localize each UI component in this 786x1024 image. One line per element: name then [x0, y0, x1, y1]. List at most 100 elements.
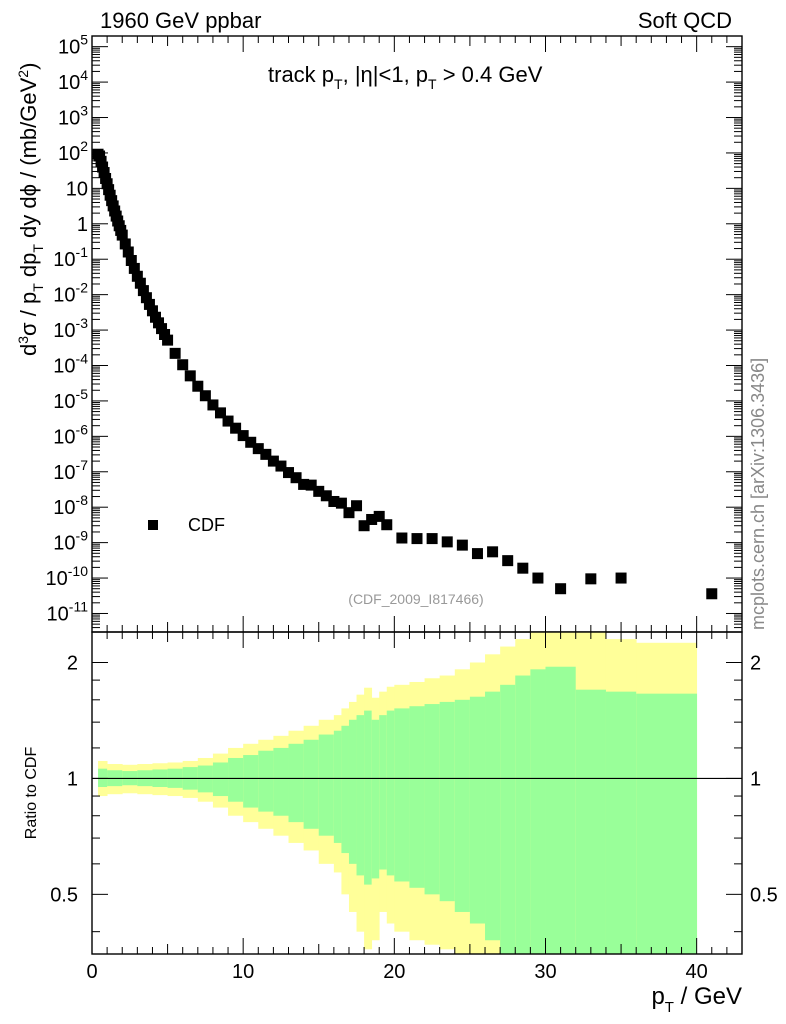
- ratio-inner-band-bin: [386, 710, 395, 876]
- ratio-inner-band-bin: [288, 743, 305, 823]
- data-point: [343, 507, 355, 519]
- data-point: [199, 390, 211, 402]
- ratio-inner-band-bin: [333, 730, 342, 843]
- ratio-inner-band-bin: [409, 706, 425, 888]
- ratio-inner-band-bin: [212, 762, 229, 797]
- data-point: [426, 533, 438, 545]
- ratio-y-tick-label-left: 1: [67, 768, 78, 790]
- main-y-tick-label: 10-7: [53, 457, 88, 484]
- main-y-tick-label: 10-8: [53, 492, 88, 519]
- header-left: 1960 GeV ppbar: [100, 8, 261, 33]
- data-point: [230, 422, 242, 434]
- ratio-y-tick-label-right: 0.5: [750, 884, 778, 906]
- data-point: [267, 455, 279, 467]
- data-point: [131, 270, 143, 282]
- ratio-inner-band-bin: [243, 755, 259, 808]
- data-point: [358, 520, 370, 532]
- data-point: [252, 443, 264, 455]
- data-point: [122, 246, 134, 258]
- ratio-y-tick-label-left: 2: [67, 652, 78, 674]
- data-point: [101, 178, 113, 190]
- ratio-inner-band-bin: [356, 715, 365, 876]
- data-point: [502, 555, 514, 567]
- main-y-tick-label: 10-5: [53, 386, 88, 413]
- data-point: [143, 298, 155, 310]
- ratio-y-tick-label-right: 2: [750, 652, 761, 674]
- x-tick-label: 10: [232, 961, 254, 983]
- main-y-ticks: 10510410310210110-110-210-310-410-510-61…: [46, 32, 742, 633]
- data-point: [177, 359, 189, 371]
- data-point: [335, 497, 347, 509]
- data-point: [351, 500, 363, 512]
- data-point: [103, 184, 115, 196]
- data-point: [381, 519, 393, 531]
- ratio-inner-band-bin: [228, 757, 244, 802]
- main-y-tick-label: 105: [58, 32, 88, 59]
- ratio-panel-frame: [91, 631, 743, 955]
- main-y-tick-label: 10-6: [53, 421, 88, 448]
- ratio-inner-band-bin: [258, 750, 274, 812]
- x-tick-label: 0: [86, 961, 97, 983]
- ratio-inner-band-bin: [318, 734, 335, 836]
- data-point: [184, 370, 196, 382]
- header-right: Soft QCD: [638, 8, 732, 33]
- ratio-y-tick-label-left: 0.5: [50, 884, 78, 906]
- data-point: [125, 255, 137, 267]
- data-point: [116, 229, 128, 241]
- data-point: [555, 583, 567, 595]
- ratio-y-axis-title: Ratio to CDF: [23, 747, 40, 840]
- ratio-inner-band-bin: [424, 704, 441, 895]
- data-point: [156, 323, 168, 335]
- main-y-tick-label: 10-4: [53, 350, 88, 377]
- ratio-y-tick-label-right: 1: [750, 768, 761, 790]
- ratio-inner-band-bin: [605, 691, 637, 954]
- data-point: [706, 588, 718, 600]
- ratio-ticks: 0.5 0.51 12 20 10 20 30 40: [50, 632, 778, 983]
- ratio-inner-band-bin: [545, 666, 577, 954]
- main-y-tick-label: 10-1: [53, 244, 88, 271]
- ratio-inner-band-bin: [454, 699, 471, 912]
- legend-label: CDF: [188, 515, 225, 535]
- data-point: [137, 285, 149, 297]
- data-point: [119, 238, 131, 250]
- data-point: [487, 546, 499, 558]
- data-point: [98, 167, 110, 179]
- data-point: [290, 472, 302, 484]
- data-point: [162, 334, 174, 346]
- data-point: [237, 430, 249, 442]
- ratio-inner-band-bin: [636, 693, 698, 954]
- data-point: [140, 292, 152, 304]
- main-y-tick-label: 10: [66, 178, 88, 200]
- data-point: [275, 460, 287, 472]
- data-point: [134, 277, 146, 289]
- ratio-inner-band-bin: [485, 691, 501, 941]
- data-point: [328, 495, 340, 507]
- ratio-inner-band-bin: [530, 669, 546, 954]
- main-y-tick-label: 102: [58, 138, 88, 165]
- ratio-inner-band-bin: [341, 725, 350, 854]
- ratio-inner-band-bin: [379, 715, 388, 870]
- ratio-inner-band-bin: [439, 701, 456, 902]
- data-point: [149, 311, 161, 323]
- ratio-inner-band-bin: [394, 708, 410, 882]
- main-y-tick-label: 1: [77, 214, 88, 236]
- data-point: [532, 572, 544, 584]
- data-point: [298, 478, 310, 490]
- ratio-inner-band-bin: [273, 747, 289, 816]
- main-y-tick-label: 104: [58, 67, 88, 94]
- ratio-inner-band-bin: [371, 719, 380, 879]
- main-y-tick-label: 103: [58, 103, 88, 130]
- x-axis-title: pT / GeV: [651, 983, 742, 1016]
- main-y-tick-label: 10-10: [46, 563, 89, 590]
- ratio-inner-band-bin: [348, 719, 357, 864]
- main-y-tick-label: 10-11: [47, 598, 89, 625]
- data-point: [517, 562, 529, 574]
- x-tick-label: 40: [686, 961, 708, 983]
- data-point: [207, 399, 219, 411]
- main-y-axis-title: d3σ / pT dpT dy dϕ / (mb/GeV2): [15, 63, 46, 356]
- data-point: [305, 479, 317, 491]
- data-point: [441, 536, 453, 548]
- analysis-tag: (CDF_2009_I817466): [348, 591, 483, 607]
- ratio-bands: [98, 632, 698, 954]
